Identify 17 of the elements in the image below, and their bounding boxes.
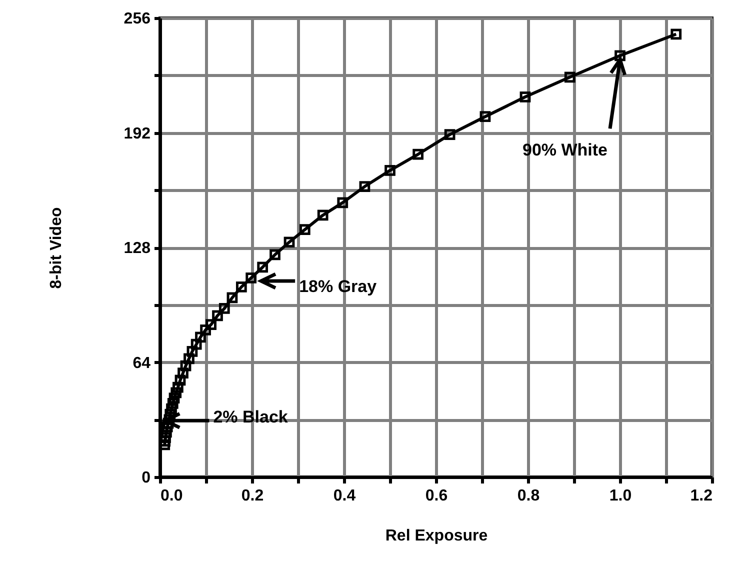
y-tick-label: 256 <box>124 10 151 28</box>
annotation: 2% Black <box>213 408 288 427</box>
x-tick-label: 0.0 <box>160 488 183 504</box>
x-tick-label: 0.8 <box>517 488 540 504</box>
y-tick-label: 128 <box>124 240 151 257</box>
x-tick-label: 1.0 <box>609 488 632 504</box>
annotation: 90% White <box>522 140 608 160</box>
x-tick-label: 0.2 <box>241 488 264 504</box>
y-tick-label: 0 <box>142 470 151 486</box>
x-axis-title: Rel Exposure <box>385 528 488 544</box>
annotation: 18% Gray <box>299 276 378 296</box>
x-tick-label: 0.4 <box>333 488 356 504</box>
x-tick-label: 0.6 <box>425 488 448 504</box>
x-tick-label: 1.2 <box>690 488 713 504</box>
y-axis-title: 8-bit Video <box>48 207 65 289</box>
y-tick-label: 192 <box>124 125 151 142</box>
y-tick-label: 64 <box>132 354 151 372</box>
